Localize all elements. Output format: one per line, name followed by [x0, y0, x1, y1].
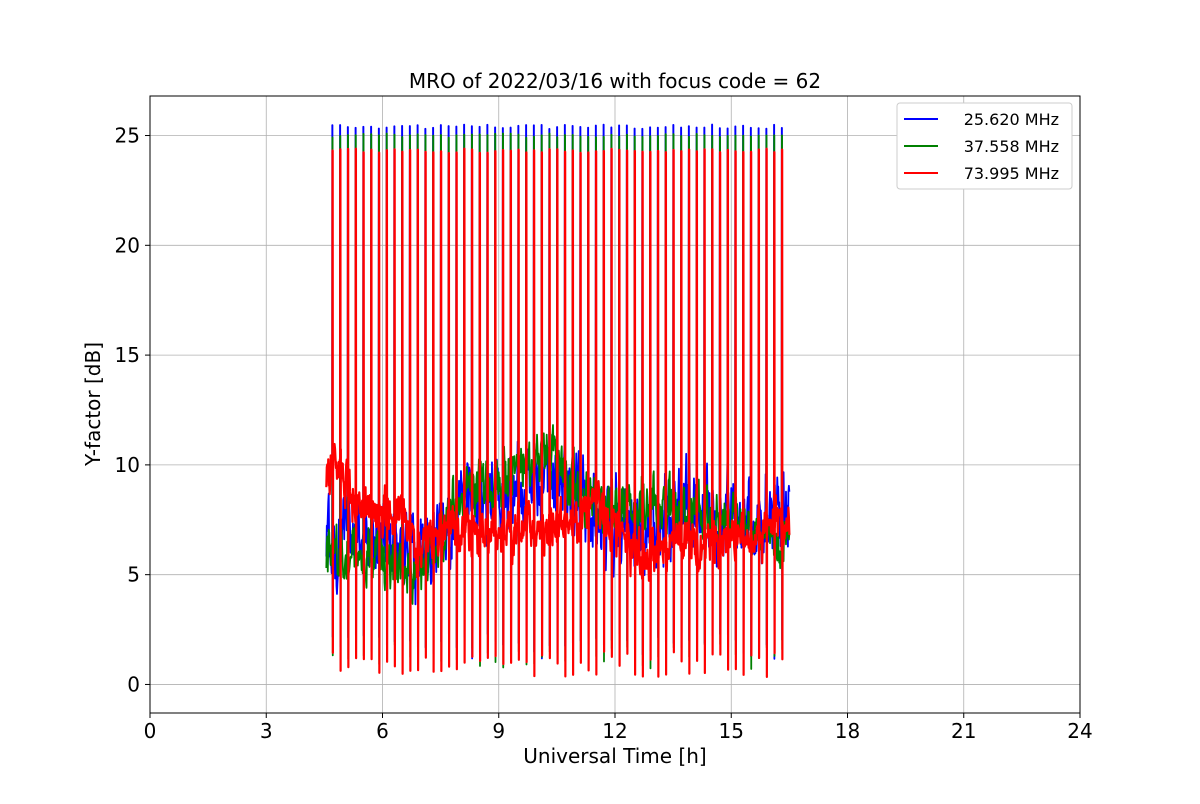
- x-tick-label: 6: [376, 719, 389, 743]
- x-axis-label: Universal Time [h]: [523, 744, 706, 768]
- x-tick-label: 3: [260, 719, 273, 743]
- y-tick-label: 5: [127, 563, 140, 587]
- legend-label: 25.620 MHz: [964, 110, 1059, 129]
- x-tick-label: 12: [602, 719, 627, 743]
- x-tick-label: 9: [492, 719, 505, 743]
- x-tick-label: 24: [1067, 719, 1092, 743]
- legend-box: [896, 102, 1073, 190]
- series-line-3: [325, 147, 791, 678]
- y-tick-label: 0: [127, 672, 140, 696]
- x-tick-label: 21: [951, 719, 976, 743]
- chart-title: MRO of 2022/03/16 with focus code = 62: [409, 69, 821, 93]
- legend: 25.620 MHz 37.558 MHz 73.995 MHz: [896, 102, 1073, 190]
- legend-label: 73.995 MHz: [964, 164, 1059, 183]
- y-tick-label: 25: [115, 124, 140, 148]
- y-tick-label: 10: [115, 453, 140, 477]
- legend-label: 37.558 MHz: [964, 137, 1059, 156]
- y-axis-label: Y-factor [dB]: [81, 342, 105, 467]
- plot-area: [325, 123, 791, 678]
- y-tick-label: 20: [115, 233, 140, 257]
- x-tick-label: 15: [719, 719, 744, 743]
- axis-ticks: 0 3 6 9 12 15 18 21 24 0 5 10 15 20 25: [115, 124, 1093, 743]
- x-tick-label: 0: [144, 719, 157, 743]
- x-tick-label: 18: [835, 719, 860, 743]
- y-tick-label: 15: [115, 343, 140, 367]
